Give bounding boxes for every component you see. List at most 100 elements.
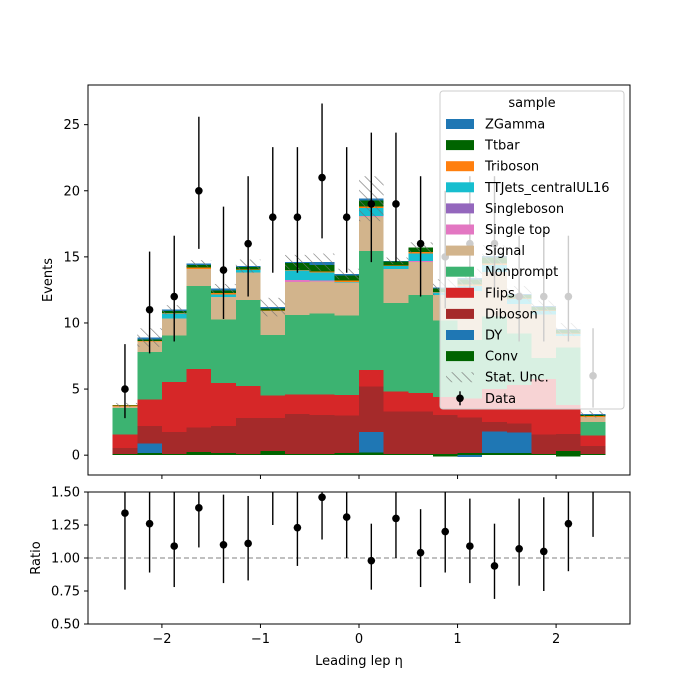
ratio-point <box>392 514 400 523</box>
bar-diboson <box>482 422 507 432</box>
ratio-point <box>466 542 474 550</box>
bar-diboson <box>235 418 261 454</box>
data-point <box>195 186 203 195</box>
bar-flips <box>383 391 409 412</box>
ratio-point <box>416 548 425 557</box>
bar-conv <box>235 453 261 456</box>
legend-label-data: Data <box>485 392 516 407</box>
legend-swatch-conv <box>446 351 474 362</box>
bar-nonprompt <box>359 250 384 370</box>
bar-conv <box>359 452 384 456</box>
bar-conv <box>186 451 212 456</box>
x-axis-label: Leading lep η <box>315 654 403 669</box>
bar-dy <box>137 443 162 454</box>
data-point <box>145 305 154 314</box>
bar-conv <box>457 453 483 456</box>
legend-swatch-triboson <box>446 161 474 172</box>
bar-diboson <box>112 447 138 454</box>
main-panel: 0 5 10 15 20 25 Events sample ZGamma Ttbar Tribo… <box>41 84 631 479</box>
ratio-point <box>293 523 302 532</box>
ratio-y-ticks: 0.50 0.75 1.00 1.25 1.50 <box>51 486 88 633</box>
bar-diboson <box>137 426 162 444</box>
bar-nonprompt <box>580 422 606 436</box>
bar-single-top <box>285 280 310 282</box>
ratio-point <box>515 544 523 553</box>
bar-single-top <box>309 280 335 282</box>
ratio-y-tick-label: 0.75 <box>51 585 80 600</box>
y-tick-label: 25 <box>63 118 80 133</box>
bar-nonprompt <box>211 319 236 384</box>
y-tick-label: 0 <box>72 449 80 464</box>
bar-flips <box>211 383 236 427</box>
bar-diboson <box>359 386 384 433</box>
bar-conv <box>531 453 557 456</box>
bar-ttjets-centralul16 <box>383 266 409 269</box>
bar-flips <box>260 395 286 419</box>
legend-title: sample <box>508 96 555 111</box>
bar-nonprompt <box>161 335 187 382</box>
bar-nonprompt <box>260 334 286 396</box>
ratio-point <box>195 504 203 512</box>
bar-signal <box>309 281 335 314</box>
bar-flips <box>285 394 310 415</box>
bar-signal <box>285 281 310 316</box>
bar-diboson <box>186 427 212 452</box>
legend-label-ttjets-centralul16: TTJets_centralUL16 <box>484 181 610 196</box>
data-point <box>293 213 302 222</box>
legend-label-diboson: Diboson <box>485 307 538 322</box>
bar-diboson <box>260 418 286 452</box>
bar-conv <box>211 453 236 456</box>
bar-diboson <box>531 434 557 454</box>
stat-unc-box <box>309 253 335 271</box>
bar-diboson <box>383 411 409 454</box>
bar-nonprompt <box>383 303 409 392</box>
ratio-y-axis-label: Ratio <box>29 541 44 574</box>
bar-diboson <box>161 432 187 454</box>
legend-label-stat-unc: Stat. Unc. <box>485 371 549 386</box>
bar-conv <box>482 453 507 456</box>
bar-conv <box>556 451 581 456</box>
bar-nonprompt <box>334 315 359 396</box>
bar-signal <box>383 268 409 304</box>
legend-swatch-dy <box>446 330 474 340</box>
ratio-y-tick-label: 1.50 <box>51 486 80 501</box>
data-point <box>367 200 376 208</box>
legend-label-ttbar: Ttbar <box>484 139 520 154</box>
legend-label-flips: Flips <box>485 286 515 301</box>
bar-dy <box>482 431 507 454</box>
bar-flips <box>112 434 138 448</box>
bar-nonprompt <box>309 313 335 395</box>
data-point <box>219 266 228 274</box>
bar-flips <box>556 404 581 435</box>
legend-swatch-diboson <box>446 308 474 319</box>
bar-flips <box>408 393 433 412</box>
ratio-point <box>367 556 376 565</box>
legend-swatch-ttbar <box>446 140 474 151</box>
bar-conv <box>161 453 187 456</box>
bar-triboson <box>334 280 359 282</box>
bar-diboson <box>432 414 458 454</box>
bar-flips <box>161 381 187 433</box>
bar-flips <box>334 395 359 416</box>
bar-ttjets-centralul16 <box>285 270 310 280</box>
ratio-point <box>441 527 450 536</box>
bar-conv <box>506 453 532 456</box>
x-tick-label: −2 <box>152 632 171 647</box>
stat-unc-box <box>186 260 212 267</box>
ratio-panel: 0.50 0.75 1.00 1.25 1.50 −2 −1 0 1 2 Ratio Leadi… <box>29 486 631 669</box>
legend-swatch-zgamma <box>446 119 474 129</box>
legend-label-conv: Conv <box>485 350 518 365</box>
y-tick-label: 5 <box>72 383 80 398</box>
bar-diboson <box>309 414 335 454</box>
legend-swatch-stat-unc <box>446 372 474 383</box>
bar-conv <box>137 453 162 456</box>
ratio-points <box>121 492 594 599</box>
stat-unc-box <box>580 410 606 418</box>
legend-label-signal: Signal <box>485 244 525 259</box>
data-point <box>244 239 252 248</box>
bar-triboson <box>309 271 335 273</box>
legend-label-single-top: Single top <box>485 223 550 238</box>
bar-conv <box>383 453 409 456</box>
legend-swatch-signal <box>446 245 474 256</box>
